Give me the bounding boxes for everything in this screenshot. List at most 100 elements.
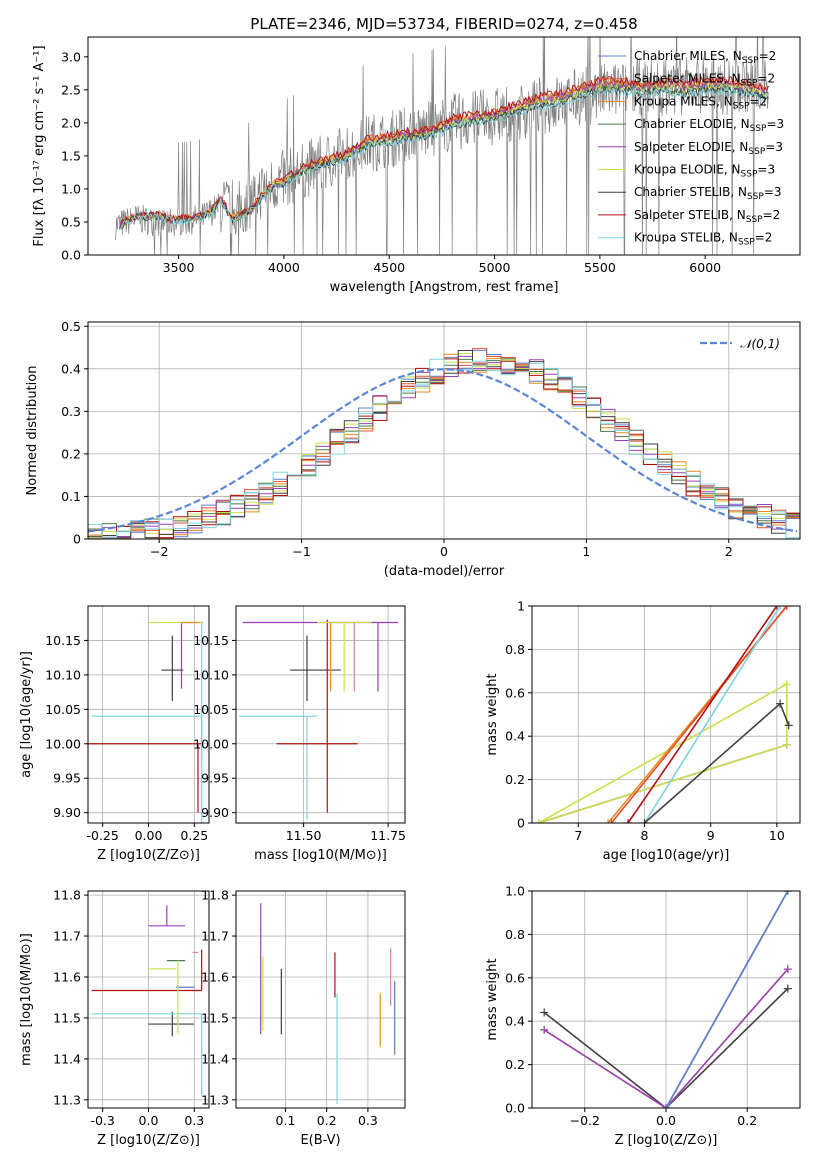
x-tick-label: 0.3 bbox=[358, 1113, 378, 1128]
x-tick-label: 9 bbox=[707, 828, 715, 843]
histogram-line-8 bbox=[88, 358, 800, 539]
weight-line-2 bbox=[538, 682, 788, 823]
y-axis-label: mass [log10(M/M⊙)] bbox=[19, 933, 34, 1066]
y-tick-label: 10.10 bbox=[193, 667, 229, 682]
weight-marker bbox=[607, 819, 616, 823]
x-tick-label: 0.00 bbox=[135, 828, 163, 843]
x-axis-label: wavelength [Angstrom, rest frame] bbox=[330, 280, 559, 295]
x-tick-label: 8 bbox=[641, 828, 649, 843]
legend-subscript: SSP bbox=[742, 56, 759, 66]
x-axis-label: E(B-V) bbox=[300, 1133, 340, 1148]
y-axis-label: Normed distribution bbox=[25, 366, 40, 496]
model-line-7 bbox=[119, 85, 769, 231]
x-tick-label: −1 bbox=[292, 544, 310, 559]
y-tick-label: 11.8 bbox=[201, 888, 229, 903]
y-tick-label: 1.5 bbox=[61, 148, 81, 163]
legend-label: 𝒩(0,1) bbox=[740, 337, 780, 351]
y-tick-label: 0.5 bbox=[61, 319, 81, 334]
x-tick-label: 11.50 bbox=[286, 828, 322, 843]
y-axis-label: Flux [fλ 10⁻¹⁷ erg cm⁻² s⁻¹ A⁻¹] bbox=[32, 45, 47, 246]
weight-line-7 bbox=[643, 702, 790, 823]
legend-subscript: SSP bbox=[733, 101, 750, 111]
legend: 𝒩(0,1) bbox=[700, 337, 780, 351]
legend-subscript: SSP bbox=[738, 238, 755, 248]
figure-title: PLATE=2346, MJD=53734, FIBERID=0274, z=0… bbox=[250, 15, 637, 33]
axes-frame bbox=[87, 321, 801, 540]
y-tick-label: 11.7 bbox=[53, 929, 81, 944]
weight-marker bbox=[776, 699, 785, 708]
x-tick-label: −2 bbox=[150, 544, 168, 559]
axes-frame bbox=[235, 890, 406, 1109]
plot-residuals: −2 −1 0 1 2 0 0.1 0.2 0.3 0.4 0.5 (data-model)/erro… bbox=[25, 319, 801, 579]
x-axis-label: Z [log10(Z/Z⊙)] bbox=[615, 1133, 718, 1148]
x-tick-label: 0.3 bbox=[184, 1113, 204, 1128]
legend-label: Chabrier MILES, NSSP=2 bbox=[634, 49, 776, 66]
legend-label-value: =3 bbox=[766, 117, 784, 131]
y-tick-label: 0 bbox=[517, 816, 525, 831]
legend-label: Salpeter MILES, NSSP=2 bbox=[634, 72, 775, 89]
weight-marker bbox=[784, 721, 793, 730]
axes-frame bbox=[87, 890, 210, 1109]
legend-label-value: =3 bbox=[764, 185, 782, 199]
y-tick-label: 11.8 bbox=[53, 888, 81, 903]
y-axis-label: age [log10(age/yr)] bbox=[19, 651, 34, 778]
x-tick-label: 4500 bbox=[373, 260, 405, 275]
y-tick-label: 10.05 bbox=[193, 702, 229, 717]
legend-label-value: =2 bbox=[750, 94, 768, 108]
y-tick-label: 1.0 bbox=[61, 181, 81, 196]
legend-label: Salpeter STELIB, NSSP=2 bbox=[634, 208, 780, 225]
y-tick-label: 3.0 bbox=[61, 49, 81, 64]
axes-frame bbox=[531, 890, 801, 1109]
x-axis-label: mass [log10(M/M⊙)] bbox=[254, 848, 387, 863]
x-axis-label: age [log10(age/yr)] bbox=[603, 848, 730, 863]
plot-mass_vs_ebv: 0.1 0.2 0.3 11.3 11.4 11.5 11.6 11.7 11.8 E(B-V) bbox=[201, 888, 406, 1148]
x-axis-label: Z [log10(Z/Z⊙)] bbox=[97, 848, 200, 863]
y-tick-label: 9.95 bbox=[53, 771, 81, 786]
x-tick-label: 6000 bbox=[689, 260, 721, 275]
x-tick-label: 10 bbox=[769, 828, 785, 843]
y-tick-label: 10.10 bbox=[45, 667, 81, 682]
weight-marker bbox=[782, 740, 791, 749]
y-tick-label: 11.7 bbox=[201, 929, 229, 944]
y-axis-label: mass weight bbox=[485, 673, 500, 755]
y-tick-label: 10.15 bbox=[45, 633, 81, 648]
x-tick-label: 3500 bbox=[163, 260, 195, 275]
legend-label: Kroupa ELODIE, NSSP=3 bbox=[634, 163, 775, 180]
weight-marker bbox=[776, 606, 785, 610]
x-tick-label: 2 bbox=[725, 544, 733, 559]
model-line-9 bbox=[119, 87, 769, 231]
axes-frame bbox=[87, 36, 801, 256]
plot-area bbox=[532, 606, 800, 823]
legend-subscript: SSP bbox=[741, 170, 758, 180]
weight-marker bbox=[783, 965, 792, 974]
y-tick-label: 1.0 bbox=[505, 884, 525, 899]
legend-subscript: SSP bbox=[748, 147, 765, 157]
plot-area bbox=[115, 37, 769, 255]
plot-spectrum: 3500 4000 4500 5000 5500 6000 0.0 0.5 1.0 1.5 2.0 2… bbox=[32, 36, 801, 295]
y-tick-label: 0.0 bbox=[505, 1101, 525, 1116]
x-tick-label: 0.0 bbox=[656, 1113, 676, 1128]
weight-marker bbox=[772, 606, 781, 610]
plot-area bbox=[88, 322, 800, 539]
y-tick-label: 0.8 bbox=[505, 642, 525, 657]
y-tick-label: 0.2 bbox=[61, 446, 81, 461]
plot-age_vs_mass: 11.50 11.75 9.90 9.95 10.00 10.05 10.10 10.15 ma… bbox=[193, 605, 406, 863]
legend-subscript: SSP bbox=[750, 124, 767, 134]
y-tick-label: 0.1 bbox=[61, 489, 81, 504]
legend-label-value: =2 bbox=[759, 49, 777, 63]
y-tick-label: 0 bbox=[73, 532, 81, 547]
observed-spectrum-line bbox=[115, 37, 769, 255]
plot-area bbox=[532, 891, 800, 1108]
y-tick-label: 0.3 bbox=[61, 404, 81, 419]
weight-line-3 bbox=[543, 968, 789, 1108]
y-tick-label: 11.5 bbox=[53, 1010, 81, 1025]
x-tick-label: 0.0 bbox=[139, 1113, 159, 1128]
weight-line-6 bbox=[665, 891, 789, 1108]
y-tick-label: 9.90 bbox=[53, 805, 81, 820]
y-tick-label: 11.3 bbox=[53, 1092, 81, 1107]
y-tick-label: 11.6 bbox=[201, 969, 229, 984]
x-tick-label: 7 bbox=[574, 828, 582, 843]
y-tick-label: 0.4 bbox=[61, 361, 81, 376]
gaussian-curve bbox=[88, 368, 798, 533]
